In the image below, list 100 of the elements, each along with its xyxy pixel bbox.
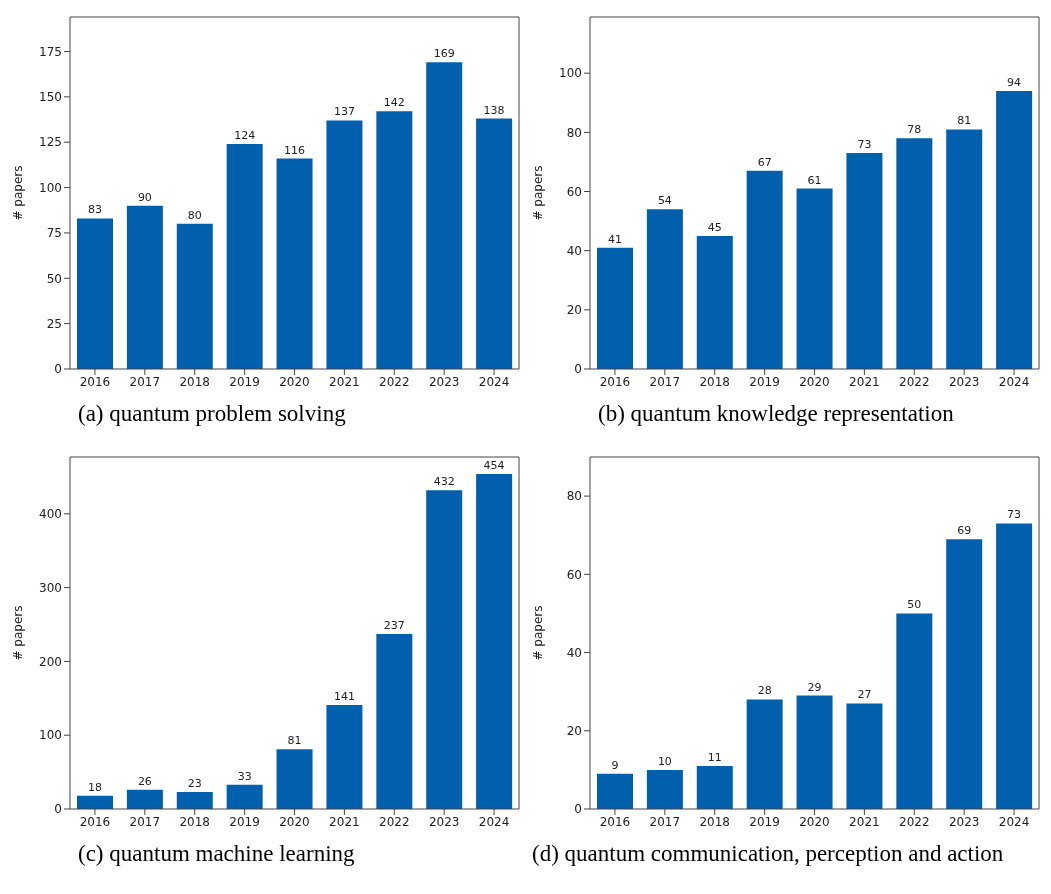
data-label: 83 (88, 203, 102, 217)
data-label: 9 (611, 758, 619, 772)
y-axis-title: # papers (531, 165, 546, 221)
data-label: 454 (483, 458, 505, 472)
y-tick-label: 100 (39, 728, 62, 743)
y-tick-label: 60 (566, 184, 582, 199)
bar (276, 158, 313, 369)
text: (b) quantum knowledge representation (597, 400, 955, 427)
data-label: 27 (857, 688, 872, 702)
data-label: 124 (234, 129, 256, 143)
bar (176, 792, 213, 809)
bar (176, 223, 213, 369)
bar (746, 699, 783, 809)
y-tick-label: 150 (39, 90, 62, 105)
bar (326, 704, 363, 809)
data-label: 81 (287, 734, 302, 748)
x-tick-label: 2024 (998, 374, 1030, 389)
bar (426, 62, 463, 369)
bar (77, 218, 113, 369)
y-tick-label: 400 (39, 507, 62, 522)
x-tick-label: 2019 (229, 814, 260, 829)
y-tick-label: 300 (39, 580, 62, 595)
data-label: 26 (137, 774, 152, 788)
x-tick-label: 2022 (899, 814, 930, 829)
y-tick-label: 25 (46, 316, 62, 331)
bar (646, 209, 683, 369)
x-tick-label: 2021 (329, 374, 360, 389)
x-tick-label: 2019 (749, 814, 780, 829)
x-tick-label: 2022 (379, 374, 410, 389)
x-tick-label: 2024 (998, 814, 1030, 829)
data-label: 61 (807, 173, 822, 187)
data-label: 81 (957, 114, 972, 128)
data-label: 33 (237, 769, 252, 783)
bar (946, 129, 983, 369)
bar (996, 90, 1033, 369)
y-tick-label: 60 (566, 567, 582, 582)
bar (896, 138, 933, 369)
y-tick-label: 20 (566, 303, 582, 318)
bar (996, 523, 1033, 809)
data-label: 54 (657, 194, 672, 208)
data-label: 23 (187, 777, 202, 791)
data-label: 141 (333, 689, 355, 703)
data-label: 11 (707, 750, 722, 764)
x-tick-label: 2016 (599, 374, 631, 389)
data-label: 138 (483, 103, 505, 117)
x-tick-label: 2017 (129, 374, 161, 389)
y-axis-title: # papers (11, 605, 26, 661)
data-label: 137 (333, 105, 355, 119)
bar (376, 634, 413, 809)
y-tick-label: 50 (46, 271, 62, 286)
data-label: 90 (137, 190, 152, 204)
x-tick-label: 2021 (849, 814, 880, 829)
x-tick-label: 2022 (899, 374, 930, 389)
x-tick-label: 2022 (379, 814, 410, 829)
bar (896, 613, 933, 809)
y-axis-title: # papers (11, 165, 26, 221)
bar (226, 144, 263, 369)
data-label: 73 (1007, 508, 1022, 522)
bar (476, 118, 513, 369)
text: (c) quantum machine learning (77, 840, 356, 867)
bar (597, 773, 633, 809)
data-label: 50 (907, 598, 922, 612)
y-tick-label: 40 (566, 645, 582, 660)
data-label: 116 (284, 143, 306, 157)
x-tick-label: 2016 (599, 814, 631, 829)
y-tick-label: 175 (39, 44, 62, 59)
x-tick-label: 2018 (699, 374, 730, 389)
y-tick-label: 20 (566, 724, 582, 739)
bar (126, 789, 163, 809)
data-label: 10 (657, 754, 672, 768)
x-tick-label: 2017 (129, 814, 161, 829)
x-tick-label: 2018 (179, 374, 210, 389)
x-tick-label: 2018 (179, 814, 210, 829)
x-tick-label: 2023 (428, 814, 460, 829)
x-tick-label: 2017 (649, 814, 681, 829)
data-label: 78 (907, 123, 922, 137)
y-tick-label: 0 (54, 362, 62, 377)
y-tick-label: 100 (39, 180, 62, 195)
y-axis-title: # papers (531, 605, 546, 661)
bar (126, 205, 163, 369)
bar (796, 188, 833, 369)
x-tick-label: 2023 (948, 814, 980, 829)
x-tick-label: 2024 (478, 814, 510, 829)
bar (696, 235, 733, 369)
x-tick-label: 2023 (948, 374, 980, 389)
y-tick-label: 0 (54, 802, 62, 817)
bar (846, 153, 883, 369)
bar (597, 247, 633, 369)
bar (426, 490, 463, 809)
x-tick-label: 2019 (229, 374, 260, 389)
y-tick-label: 80 (566, 125, 582, 140)
x-tick-label: 2019 (749, 374, 780, 389)
data-label: 67 (757, 155, 772, 169)
bar (646, 769, 683, 809)
x-tick-label: 2020 (799, 374, 830, 389)
data-label: 80 (187, 208, 202, 222)
x-tick-label: 2021 (849, 374, 880, 389)
y-tick-label: 125 (39, 135, 62, 150)
text: (a) quantum problem solving (77, 400, 347, 427)
y-tick-label: 75 (46, 226, 62, 241)
